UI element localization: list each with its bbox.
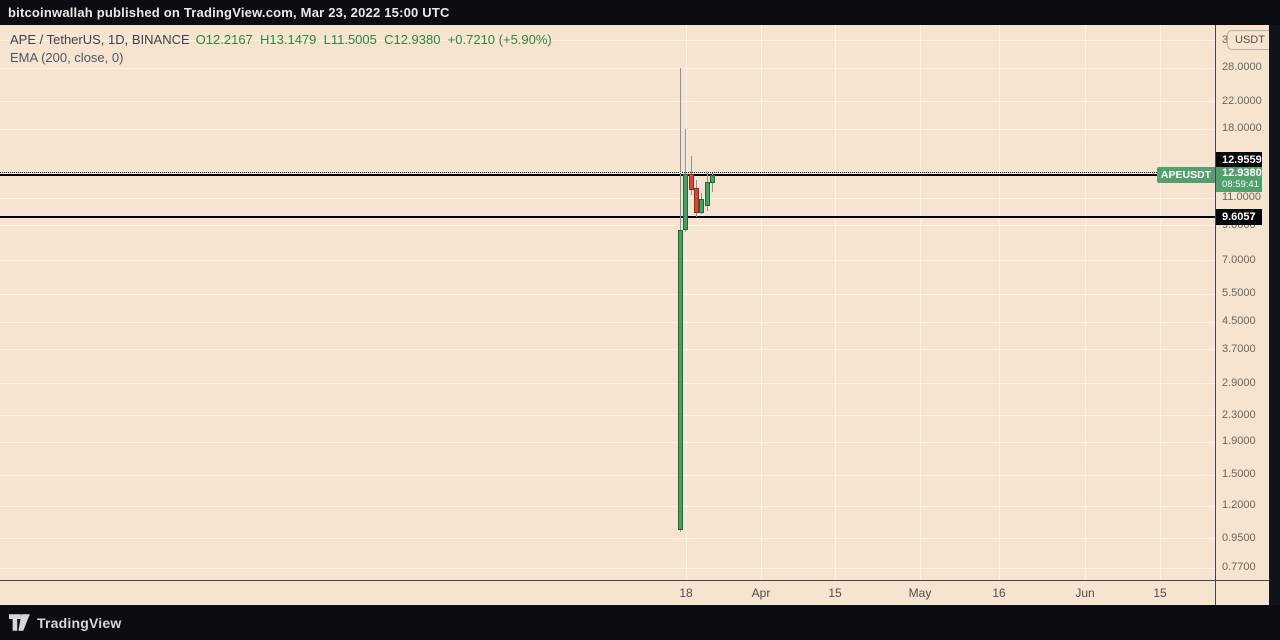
time-axis-separator — [0, 580, 1269, 581]
price-axis[interactable]: 34.000028.000022.000018.000011.00009.000… — [1216, 25, 1269, 605]
price-tick: 11.0000 — [1222, 191, 1261, 204]
bar-close-countdown: 08:59:41 — [1222, 178, 1259, 190]
candle-mar-19 — [688, 174, 694, 190]
time-tick: Apr — [751, 586, 771, 600]
price-tick: 2.3000 — [1222, 408, 1256, 421]
candle-mar-22 — [704, 181, 710, 207]
candle-mar-17 — [678, 230, 684, 531]
current-price-label: 12.9380 08:59:41 — [1216, 167, 1262, 193]
publish-text: bitcoinwallah published on TradingView.c… — [8, 5, 450, 20]
candle-mar-23 — [709, 175, 715, 184]
price-tick: 0.9500 — [1222, 531, 1256, 544]
price-tick: 1.5000 — [1222, 468, 1256, 481]
chart-canvas[interactable]: APE / TetherUS, 1D, BINANCE O12.2167 H13.… — [0, 25, 1269, 605]
symbol-title: APE / TetherUS, 1D, BINANCE — [10, 32, 190, 47]
publish-bar: bitcoinwallah published on TradingView.c… — [0, 0, 1280, 25]
price-tick: 7.0000 — [1222, 253, 1256, 266]
currency-toggle-button[interactable]: USDT — [1227, 30, 1269, 50]
price-tick: 22.0000 — [1222, 94, 1262, 107]
price-tick: 3.7000 — [1222, 342, 1256, 355]
price-line-label[interactable]: 9.6057 — [1216, 208, 1262, 225]
symbol-legend[interactable]: APE / TetherUS, 1D, BINANCE O12.2167 H13.… — [10, 32, 552, 47]
footer-bar: TradingView — [0, 605, 1280, 640]
price-tick: 1.9000 — [1222, 435, 1256, 448]
price-tick: 2.9000 — [1222, 376, 1256, 389]
price-tick: 4.5000 — [1222, 315, 1256, 328]
tradingview-logo-icon — [9, 614, 30, 631]
price-tick: 5.5000 — [1222, 287, 1256, 300]
time-tick: 15 — [828, 586, 842, 600]
current-price-value: 12.9380 — [1222, 167, 1262, 180]
time-tick: 15 — [1153, 586, 1167, 600]
price-tick: 18.0000 — [1222, 122, 1262, 135]
price-tick: 28.0000 — [1222, 61, 1262, 73]
candle-mar-20 — [694, 188, 700, 214]
tradingview-logo-link[interactable]: TradingView — [9, 613, 121, 632]
tradingview-brand-text: TradingView — [37, 614, 122, 631]
time-tick: Jun — [1075, 586, 1095, 600]
price-tick: 0.7700 — [1222, 561, 1256, 574]
ohlc-values: O12.2167 H13.1479 L11.5005 C12.9380 +0.7… — [195, 32, 552, 47]
time-tick: 16 — [992, 586, 1006, 600]
symbol-price-tag: APEUSDT — [1157, 167, 1215, 184]
candle-mar-21 — [699, 198, 705, 214]
price-axis-separator — [1215, 25, 1216, 605]
time-tick: May — [908, 586, 932, 600]
time-tick: 18 — [679, 586, 693, 600]
candle-mar-18 — [683, 174, 689, 231]
indicator-legend[interactable]: EMA (200, close, 0) — [10, 50, 124, 65]
price-line-label[interactable]: 12.9559 — [1216, 152, 1262, 169]
price-tick: 1.2000 — [1222, 499, 1256, 512]
